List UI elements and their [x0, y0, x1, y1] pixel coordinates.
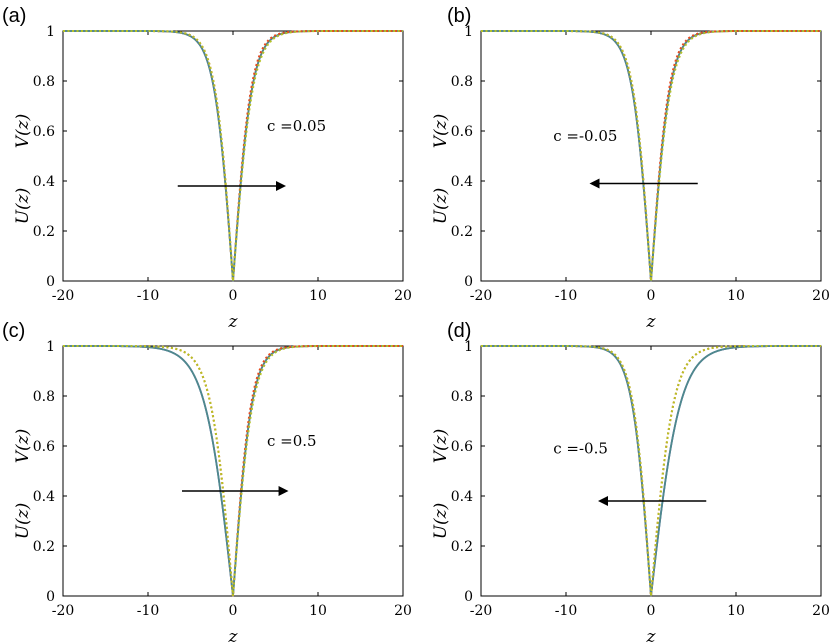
series-curve-4	[481, 345, 821, 597]
x-tick-label: -20	[52, 288, 75, 304]
y-tick-label: 0.8	[451, 389, 473, 405]
y-tick-label: 0.2	[451, 224, 473, 240]
y-tick-label: 0.8	[451, 74, 473, 90]
axes-box	[62, 30, 404, 282]
axes-box	[480, 30, 822, 282]
y-tick-label: 1	[46, 24, 55, 40]
series-curve-1	[63, 30, 403, 282]
x-axis-label: z	[646, 627, 657, 644]
y-axis-label-V: V(z)	[13, 114, 33, 149]
y-tick-label: 0.4	[33, 174, 55, 190]
y-tick-label: 0.6	[451, 124, 473, 140]
x-tick-label: 20	[812, 603, 830, 619]
x-tick-label: -20	[470, 288, 493, 304]
c-annotation: c =-0.05	[553, 127, 617, 145]
axes-box	[480, 345, 822, 597]
series-curve-1	[481, 30, 821, 282]
x-tick-label: 20	[812, 288, 830, 304]
chart-panel-4: (d) -20 -10 0 10 20 0 0.2 0.4 0.6 0.8 1 z U(z) V(z) c =…	[431, 320, 830, 644]
y-tick-label: 0	[46, 274, 55, 290]
y-tick-label: 0.8	[33, 389, 55, 405]
x-axis-label: z	[646, 312, 657, 332]
y-axis-label-U: U(z)	[431, 188, 451, 225]
series-curve-2	[481, 345, 821, 597]
x-tick-label: 20	[394, 288, 412, 304]
chart-panel-3: (c) -20 -10 0 10 20 0 0.2 0.4 0.6 0.8 1 z U(z) V(z) c =…	[2, 320, 412, 644]
axes-box	[62, 345, 404, 597]
x-tick-label: 0	[229, 288, 238, 304]
x-axis-label: z	[228, 627, 239, 644]
x-tick-label: -10	[137, 603, 160, 619]
series-curve-3	[63, 345, 403, 597]
series-curve-3	[481, 30, 821, 282]
series-curve-4	[63, 345, 403, 597]
y-tick-label: 0.4	[33, 489, 55, 505]
y-axis-label-U: U(z)	[13, 503, 33, 540]
y-tick-label: 1	[464, 24, 473, 40]
y-tick-label: 0	[464, 589, 473, 605]
x-axis-label: z	[228, 312, 239, 332]
y-tick-label: 0.2	[451, 539, 473, 555]
y-tick-label: 0.4	[451, 174, 473, 190]
panel-label: (c)	[2, 320, 25, 342]
panel-label: (a)	[2, 5, 26, 27]
y-tick-label: 0.6	[33, 124, 55, 140]
x-tick-label: -10	[555, 603, 578, 619]
chart-panel-1: (a) -20 -10 0 10 20 0 0.2 0.4 0.6 0.8 1 z U(z) V(z) c =…	[2, 5, 412, 332]
x-tick-label: 20	[394, 603, 412, 619]
c-annotation: c =0.05	[267, 117, 326, 135]
y-tick-label: 0.2	[33, 224, 55, 240]
y-axis-label-U: U(z)	[13, 188, 33, 225]
y-tick-label: 1	[46, 339, 55, 355]
y-tick-label: 1	[464, 339, 473, 355]
series-curve-2	[63, 345, 403, 597]
series-curve-4	[481, 30, 821, 282]
series-curve-3	[481, 345, 821, 597]
y-tick-label: 0	[46, 589, 55, 605]
y-axis-label-V: V(z)	[431, 429, 451, 464]
x-tick-label: 10	[309, 603, 327, 619]
series-curve-3	[63, 30, 403, 282]
y-axis-label-V: V(z)	[13, 429, 33, 464]
x-tick-label: 0	[229, 603, 238, 619]
y-tick-label: 0.2	[33, 539, 55, 555]
y-tick-label: 0.4	[451, 489, 473, 505]
x-tick-label: 10	[727, 603, 745, 619]
series-curve-2	[63, 30, 403, 282]
x-tick-label: 0	[647, 603, 656, 619]
x-tick-label: 0	[647, 288, 656, 304]
y-axis-label-V: V(z)	[431, 114, 451, 149]
panel-label: (d)	[447, 320, 471, 342]
y-tick-label: 0.6	[33, 439, 55, 455]
series-curve-1	[63, 345, 403, 597]
x-tick-label: -20	[470, 603, 493, 619]
x-tick-label: -10	[137, 288, 160, 304]
y-axis-label-U: U(z)	[431, 503, 451, 540]
chart-panel-2: (b) -20 -10 0 10 20 0 0.2 0.4 0.6 0.8 1 z U(z) V(z) c =…	[431, 5, 830, 332]
c-annotation: c =-0.5	[553, 440, 608, 458]
y-tick-label: 0	[464, 274, 473, 290]
c-annotation: c =0.5	[267, 432, 317, 450]
y-tick-label: 0.6	[451, 439, 473, 455]
panel-label: (b)	[447, 5, 471, 27]
series-curve-1	[481, 345, 821, 597]
y-tick-label: 0.8	[33, 74, 55, 90]
x-tick-label: -10	[555, 288, 578, 304]
x-tick-label: 10	[309, 288, 327, 304]
series-curve-2	[481, 30, 821, 282]
series-curve-4	[63, 30, 403, 282]
x-tick-label: -20	[52, 603, 75, 619]
x-tick-label: 10	[727, 288, 745, 304]
